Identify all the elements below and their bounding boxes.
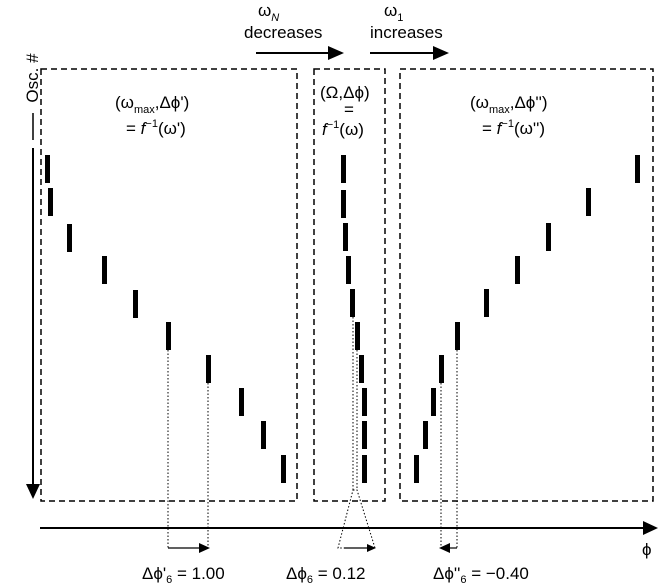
svg-text:increases: increases xyxy=(370,23,443,42)
osc-bar xyxy=(355,322,360,350)
osc-bar xyxy=(431,388,436,416)
osc-bar xyxy=(261,421,266,449)
x-axis: ϕ xyxy=(40,521,658,559)
osc-bar xyxy=(362,421,367,449)
omega-n-decreases-label: ωN decreases xyxy=(244,1,322,42)
osc-bar xyxy=(362,455,367,483)
osc-bar xyxy=(67,224,72,252)
svg-text:= f−1(ω'): = f−1(ω') xyxy=(126,118,186,138)
left-panel-frame xyxy=(40,68,298,502)
osc-bar xyxy=(206,355,211,383)
osc-bar xyxy=(455,322,460,350)
middle-oscillator-bars xyxy=(341,155,367,483)
svg-text:(ωmax,Δϕ'): (ωmax,Δϕ') xyxy=(115,93,189,116)
svg-text:(Ω,Δϕ): (Ω,Δϕ) xyxy=(320,83,370,102)
y-axis: Osc. # xyxy=(23,53,42,499)
middle-panel-frame xyxy=(313,68,386,502)
svg-text:decreases: decreases xyxy=(244,23,322,42)
left-panel-label: (ωmax,Δϕ') = f−1(ω') xyxy=(115,93,189,138)
svg-text:ω1: ω1 xyxy=(384,1,403,24)
y-axis-label: Osc. # xyxy=(23,53,42,103)
left-delta-phase-label: Δϕ'6 = 1.00 xyxy=(142,564,225,586)
osc-bar xyxy=(359,355,364,383)
osc-bar xyxy=(133,290,138,318)
right-delta-arrow xyxy=(439,543,457,553)
osc-bar xyxy=(166,322,171,350)
middle-panel-label: (Ω,Δϕ) = f−1(ω) xyxy=(320,83,370,139)
right-panel-label: (ωmax,Δϕ'') = f−1(ω'') xyxy=(470,93,547,138)
svg-text:ωN: ωN xyxy=(258,1,279,24)
osc-bar xyxy=(346,256,351,284)
osc-bar xyxy=(635,155,640,183)
middle-delta-triangle xyxy=(337,489,376,552)
osc-bar xyxy=(586,188,591,216)
omega-1-increases-arrow xyxy=(370,46,449,60)
right-delta-phase-label: Δϕ''6 = −0.40 xyxy=(433,564,529,586)
osc-bar xyxy=(362,388,367,416)
svg-text:f−1(ω): f−1(ω) xyxy=(322,119,364,139)
osc-bar xyxy=(439,355,444,383)
osc-bar xyxy=(48,188,53,216)
osc-bar xyxy=(350,289,355,317)
left-delta-arrow xyxy=(168,543,210,553)
osc-bar xyxy=(341,155,346,183)
osc-bar xyxy=(423,421,428,449)
osc-bar xyxy=(546,223,551,251)
left-oscillator-bars xyxy=(45,155,286,483)
osc-bar xyxy=(341,190,346,218)
right-oscillator-bars xyxy=(414,155,640,483)
svg-text:=: = xyxy=(344,100,354,119)
osc-bar xyxy=(414,455,419,483)
osc-bar xyxy=(239,388,244,416)
osc-bar xyxy=(515,256,520,284)
x-axis-label: ϕ xyxy=(642,540,652,559)
svg-text:(ωmax,Δϕ''): (ωmax,Δϕ'') xyxy=(470,93,547,116)
omega-1-increases-label: ω1 increases xyxy=(370,1,443,42)
osc-bar xyxy=(45,155,50,183)
middle-delta-phase-label: Δϕ6 = 0.12 xyxy=(286,564,365,586)
omega-n-decreases-arrow xyxy=(256,46,344,60)
osc-bar xyxy=(281,455,286,483)
osc-bar xyxy=(343,223,348,251)
osc-bar xyxy=(484,289,489,317)
svg-text:= f−1(ω''): = f−1(ω'') xyxy=(482,118,545,138)
osc-bar xyxy=(102,256,107,284)
delta-phase-guides xyxy=(167,317,458,548)
right-panel-frame xyxy=(399,68,654,502)
